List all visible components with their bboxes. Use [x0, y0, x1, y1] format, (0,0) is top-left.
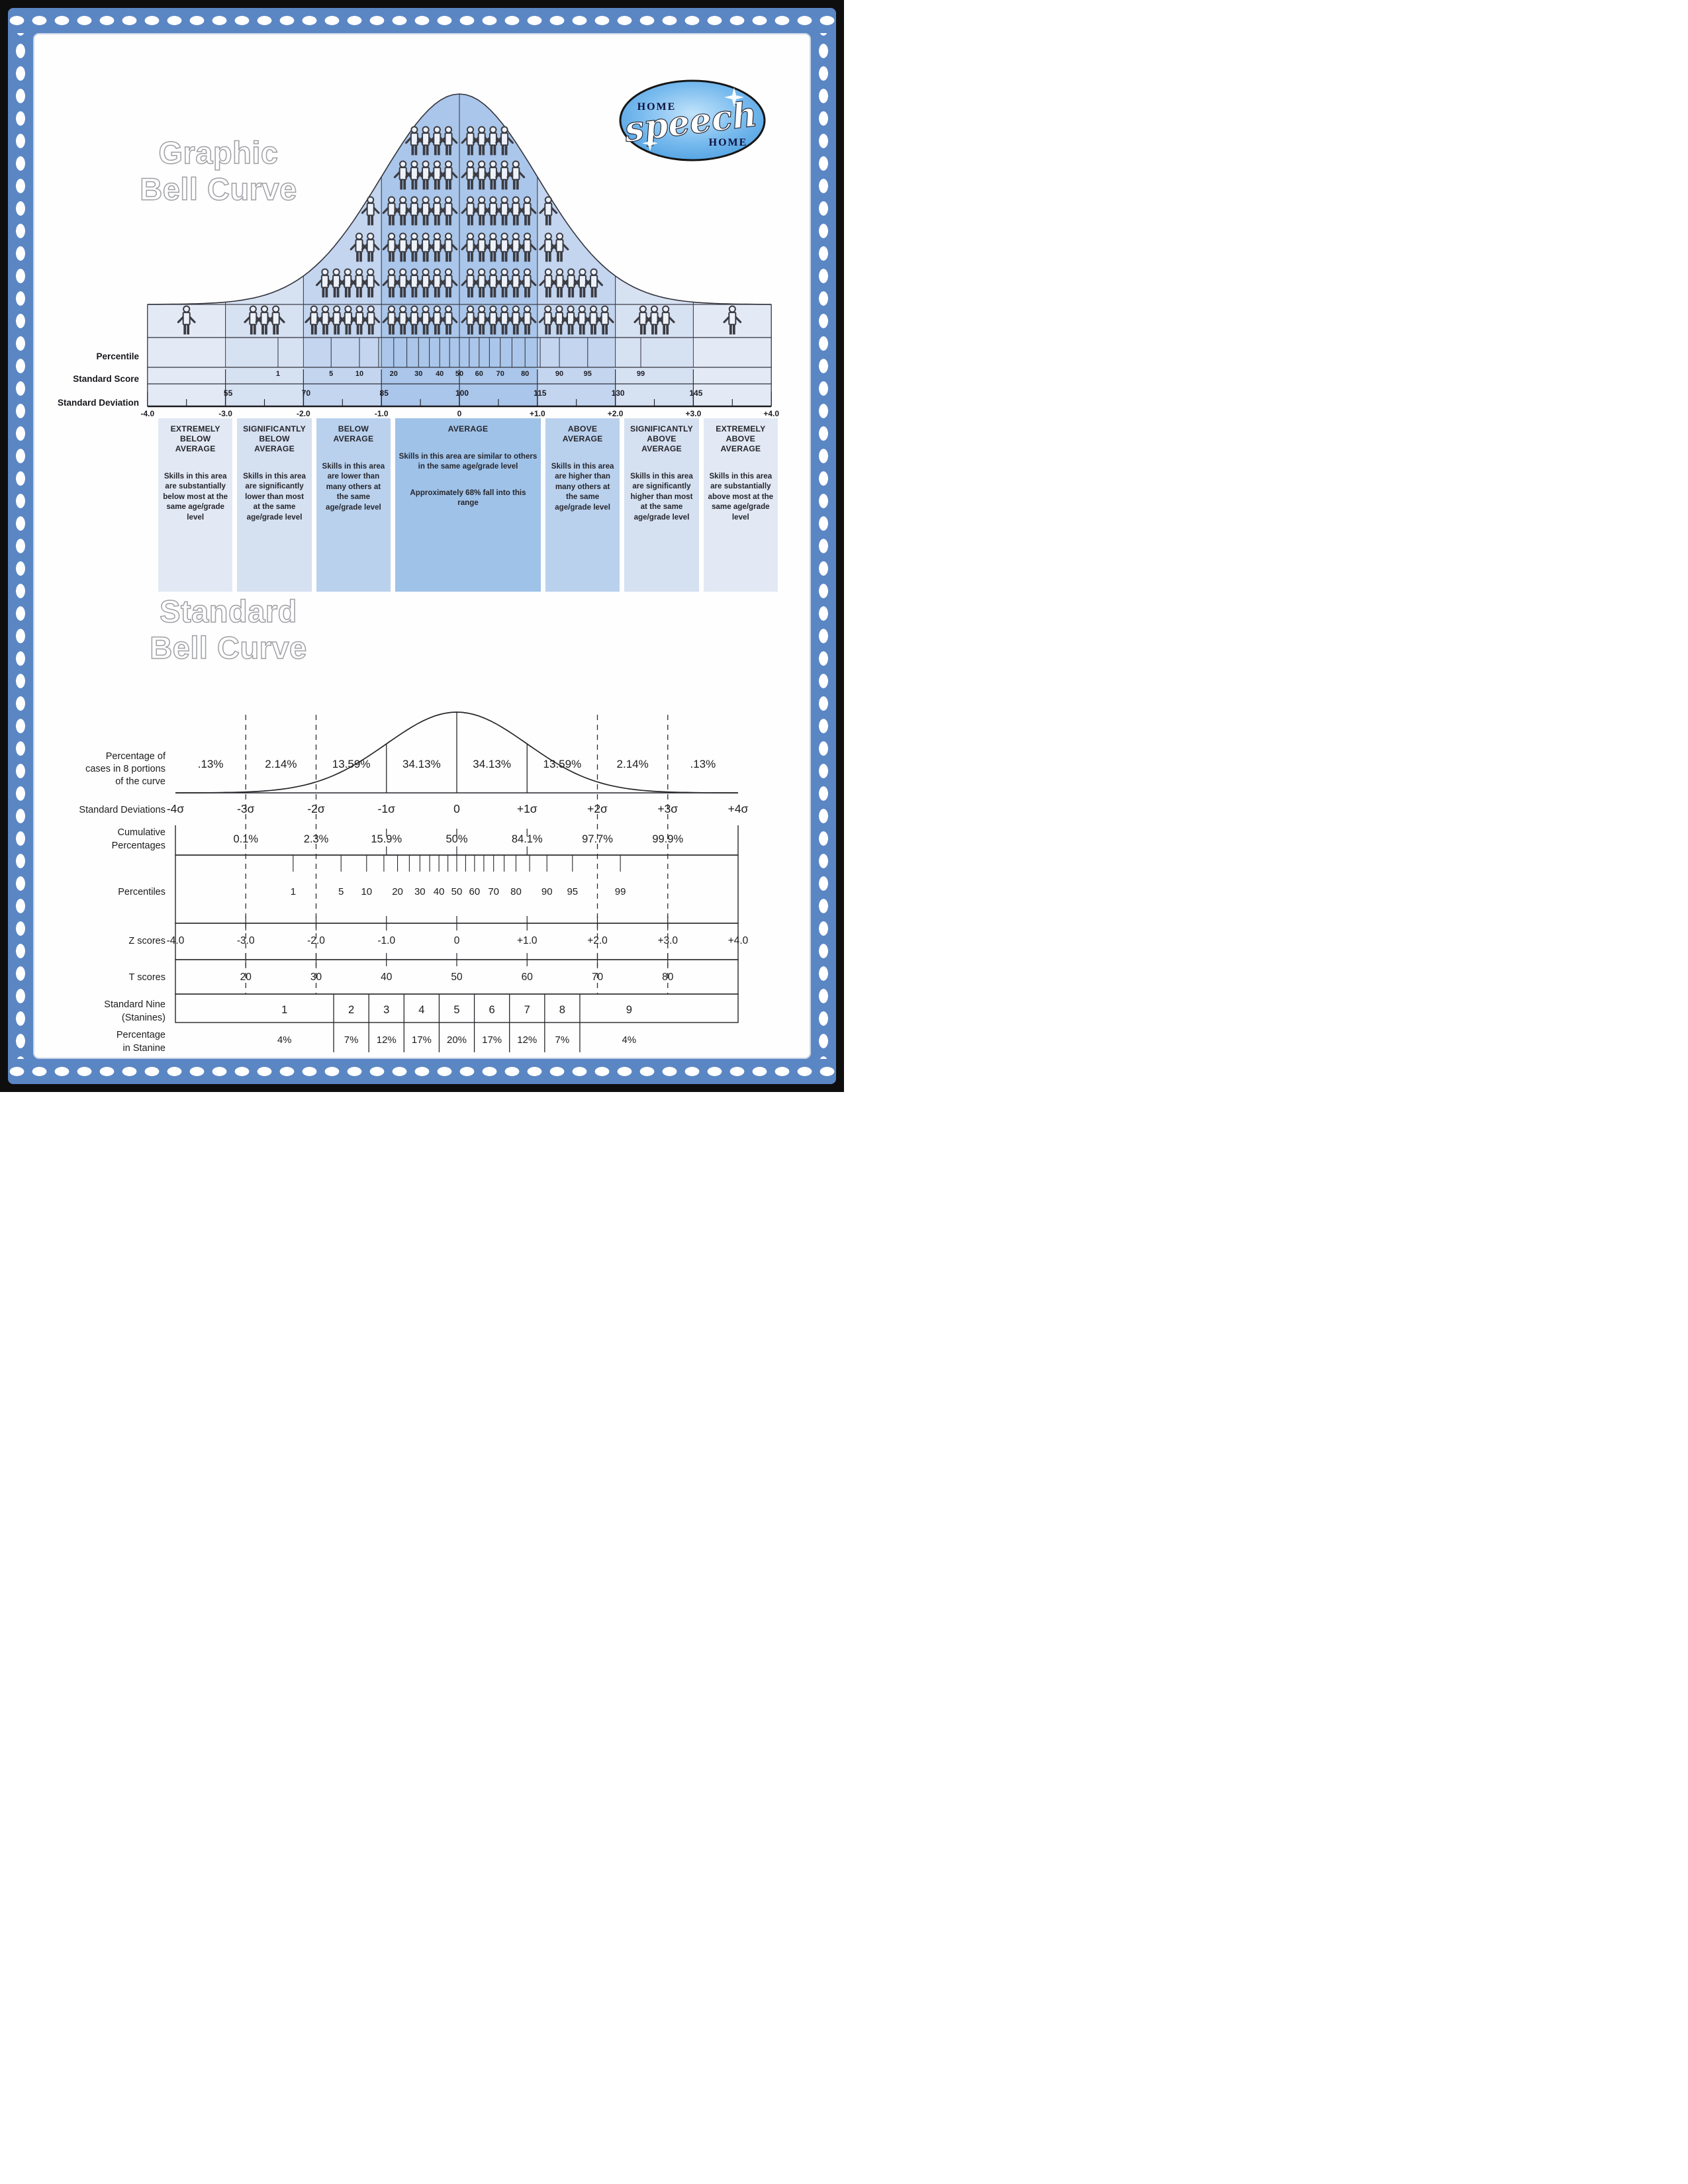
category-title: SIGNIFICANTLY BELOW AVERAGE: [243, 424, 306, 453]
dotted-border-bottom: [8, 1059, 836, 1084]
category-box-above-average: ABOVE AVERAGE Skills in this area are hi…: [545, 418, 620, 592]
category-description: Skills in this area are significantly lo…: [243, 471, 306, 522]
category-box-extremely-below: EXTREMELY BELOW AVERAGE Skills in this a…: [158, 418, 233, 592]
category-description: Skills in this area are substantially ab…: [708, 471, 774, 522]
category-box-significantly-below: SIGNIFICANTLY BELOW AVERAGE Skills in th…: [237, 418, 312, 592]
category-box-average: AVERAGE Skills in this area are similar …: [395, 418, 541, 592]
dotted-border-right: [811, 33, 836, 1059]
category-title: SIGNIFICANTLY ABOVE AVERAGE: [630, 424, 693, 453]
sparkle-icon: [642, 135, 658, 152]
category-title: EXTREMELY ABOVE AVERAGE: [716, 424, 766, 453]
category-title: AVERAGE: [447, 424, 489, 433]
category-box-below-average: BELOW AVERAGE Skills in this area are lo…: [316, 418, 391, 592]
sparkle-icon: [724, 87, 744, 107]
title-line: Graphic: [158, 134, 279, 171]
standard-bell-curve-title: Standard Bell Curve: [85, 593, 372, 666]
logo-graphic: HOME speech HOME: [619, 79, 766, 161]
category-box-extremely-above: EXTREMELY ABOVE AVERAGE Skills in this a…: [703, 418, 778, 592]
category-description: Skills in this area are higher than many…: [551, 461, 614, 512]
logo-oval: [619, 79, 766, 161]
title-line: Standard: [159, 593, 297, 629]
home-speech-home-logo: HOME speech HOME: [614, 75, 771, 165]
title-line: Bell Curve: [150, 629, 307, 666]
category-description: Skills in this area are substantially be…: [163, 471, 228, 522]
graphic-bell-curve-title: Graphic Bell Curve: [78, 134, 359, 207]
category-description-2: Approximately 68% fall into this range: [410, 488, 526, 508]
title-line: Bell Curve: [140, 171, 297, 207]
category-title: ABOVE AVERAGE: [562, 424, 603, 443]
category-box-significantly-above: SIGNIFICANTLY ABOVE AVERAGE Skills in th…: [624, 418, 699, 592]
category-title: BELOW AVERAGE: [333, 424, 374, 443]
poster-page: 1 5 10 20 30 40 50 60 70 80 90 95 99 55 70 85 100 115 130 1…: [0, 0, 844, 1092]
logo-word-home-top: HOME: [637, 101, 677, 113]
dotted-border-top: [8, 8, 836, 33]
dotted-border-left: [8, 33, 33, 1059]
category-boxes-row: EXTREMELY BELOW AVERAGE Skills in this a…: [158, 418, 778, 592]
category-title: EXTREMELY BELOW AVERAGE: [170, 424, 220, 453]
category-description: Skills in this area are similar to other…: [399, 451, 538, 471]
logo-word-home-bottom: HOME: [709, 137, 748, 148]
category-description: Skills in this area are lower than many …: [322, 461, 385, 512]
category-description: Skills in this area are significantly hi…: [630, 471, 693, 522]
